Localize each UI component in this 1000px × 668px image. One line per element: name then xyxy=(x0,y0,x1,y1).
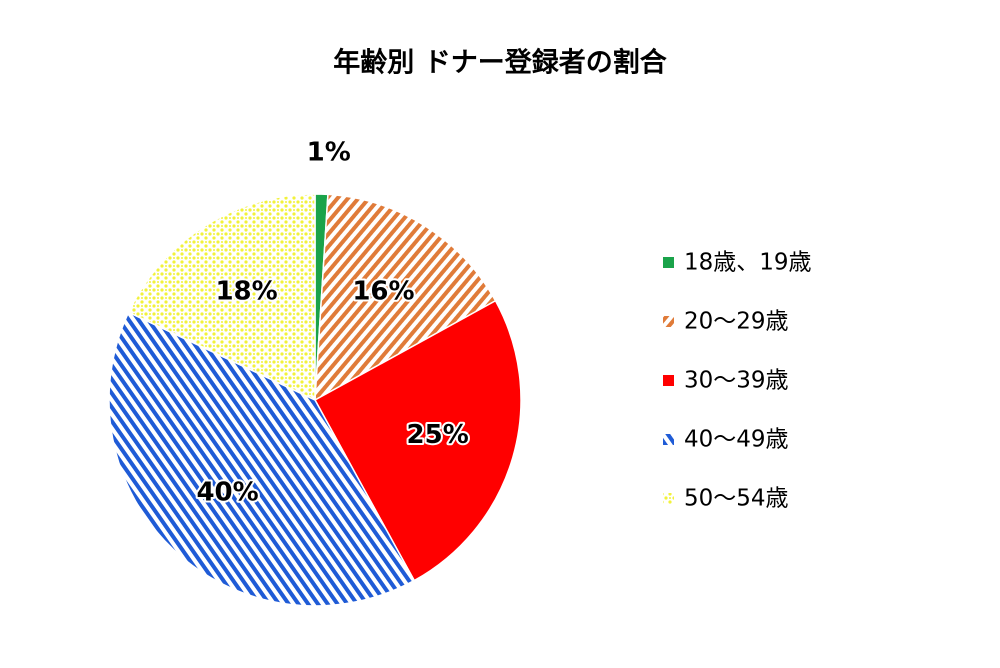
legend-label: 18歳、19歳 xyxy=(684,250,812,276)
pie-slice xyxy=(314,193,497,402)
data-label: 18% xyxy=(215,277,277,307)
data-label: 25% xyxy=(407,420,469,450)
data-label: 16% xyxy=(352,277,414,307)
legend-marker xyxy=(663,375,674,386)
data-label: 1% xyxy=(307,137,351,167)
data-label: 40% xyxy=(196,478,258,508)
legend-label: 50～54歳 xyxy=(684,486,789,512)
legend-marker xyxy=(663,434,674,445)
legend-marker xyxy=(663,493,674,504)
legend-label: 40～49歳 xyxy=(684,427,789,453)
pie-slice xyxy=(108,311,416,607)
chart-title: 年齢別 ドナー登録者の割合 xyxy=(333,47,666,79)
pie-slice xyxy=(127,193,316,402)
legend-marker xyxy=(663,257,674,268)
pie-slice xyxy=(313,299,522,582)
legend-label: 30～39歳 xyxy=(684,368,789,394)
legend-marker xyxy=(663,316,674,327)
legend-label: 20～29歳 xyxy=(684,309,789,335)
